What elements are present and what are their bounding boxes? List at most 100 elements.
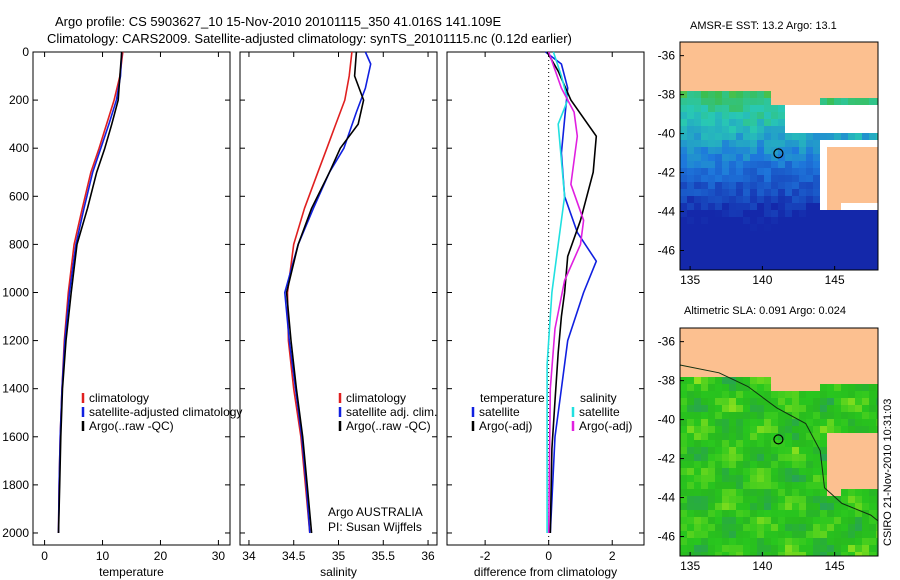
map-cell <box>876 63 879 71</box>
map-cell <box>680 217 688 225</box>
map-cell <box>848 440 856 448</box>
map-cell <box>694 496 702 504</box>
map-cell <box>708 363 716 371</box>
map-cell <box>722 489 730 497</box>
map-cell <box>701 468 709 476</box>
map-cell <box>785 84 793 92</box>
map-cell <box>764 259 772 267</box>
map-cell <box>806 154 814 162</box>
map-cell <box>694 398 702 406</box>
map-cell <box>771 335 779 343</box>
map-cell <box>694 356 702 364</box>
map-cell <box>820 370 828 378</box>
map-cell <box>764 42 772 50</box>
map-cell <box>715 105 723 113</box>
map-cell <box>827 531 835 539</box>
map-cell <box>834 182 842 190</box>
map-cell <box>792 398 800 406</box>
map-cell <box>813 503 821 511</box>
map-cell <box>778 77 786 85</box>
map-cell <box>750 112 758 120</box>
map-cell <box>841 440 849 448</box>
map-cell <box>813 126 821 134</box>
map-cell <box>820 517 828 525</box>
map-cell <box>694 531 702 539</box>
map-cell <box>694 384 702 392</box>
difference-legend-salinity-label: Argo(-adj) <box>579 419 632 433</box>
map-cell <box>820 398 828 406</box>
map-cell <box>848 238 856 246</box>
map-cell <box>778 189 786 197</box>
map-cell <box>743 426 751 434</box>
map-cell <box>708 168 716 176</box>
map-cell <box>680 552 688 557</box>
map-cell <box>701 203 709 211</box>
map-cell <box>820 210 828 218</box>
map-cell <box>876 161 879 169</box>
map-cell <box>764 168 772 176</box>
map-cell <box>792 63 800 71</box>
map-cell <box>862 405 870 413</box>
map-cell <box>778 266 786 271</box>
map-cell <box>729 245 737 253</box>
map-cell <box>750 63 758 71</box>
map-cell <box>820 328 828 336</box>
map-cell <box>743 363 751 371</box>
map-cell <box>701 217 709 225</box>
map-cell <box>827 154 835 162</box>
map-cell <box>715 56 723 64</box>
map-cell <box>708 70 716 78</box>
map-cell <box>743 398 751 406</box>
map-cell <box>862 461 870 469</box>
map-cell <box>694 56 702 64</box>
map-cell <box>834 126 842 134</box>
map-cell <box>820 105 828 113</box>
map-y-tick-label: -44 <box>658 491 676 505</box>
map-cell <box>715 210 723 218</box>
map-cell <box>855 356 863 364</box>
map-cell <box>827 259 835 267</box>
map-cell <box>806 468 814 476</box>
map-cell <box>715 391 723 399</box>
map-cell <box>757 259 765 267</box>
map-cell <box>834 70 842 78</box>
map-cell <box>764 238 772 246</box>
map-cell <box>785 517 793 525</box>
map-cell <box>764 84 772 92</box>
map-cell <box>708 161 716 169</box>
map-cell <box>694 140 702 148</box>
map-cell <box>848 461 856 469</box>
map-cell <box>841 49 849 57</box>
map-cell <box>778 203 786 211</box>
map-cell <box>778 461 786 469</box>
map-cell <box>792 175 800 183</box>
map-cell <box>799 419 807 427</box>
map-cell <box>680 119 688 127</box>
map-cell <box>834 377 842 385</box>
map-cell <box>729 356 737 364</box>
map-cell <box>827 56 835 64</box>
map-cell <box>792 42 800 50</box>
map-cell <box>855 84 863 92</box>
map-cell <box>771 161 779 169</box>
map-cell <box>743 517 751 525</box>
map-cell <box>729 112 737 120</box>
map-cell <box>834 419 842 427</box>
map-cell <box>694 328 702 336</box>
map-cell <box>750 510 758 518</box>
map-cell <box>848 482 856 490</box>
map-cell <box>869 433 877 441</box>
map-cell <box>848 154 856 162</box>
map-cell <box>743 461 751 469</box>
map-cell <box>876 363 879 371</box>
map-cell <box>855 189 863 197</box>
map-cell <box>827 224 835 232</box>
map-cell <box>820 231 828 239</box>
map-cell <box>715 496 723 504</box>
map-cell <box>743 217 751 225</box>
map-cell <box>680 168 688 176</box>
map-cell <box>820 405 828 413</box>
map-cell <box>694 70 702 78</box>
map-cell <box>708 49 716 57</box>
map-cell <box>820 203 828 211</box>
